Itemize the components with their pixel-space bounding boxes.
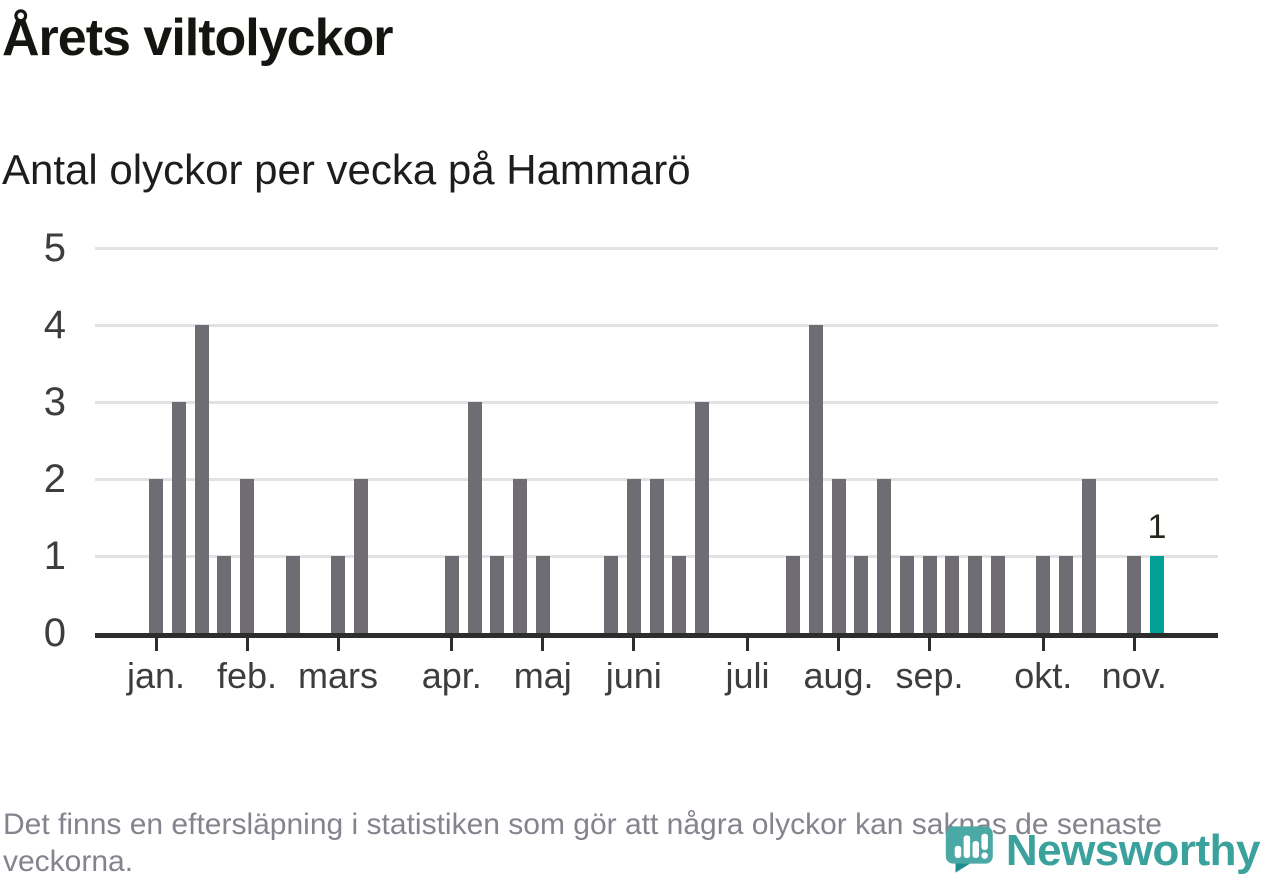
x-axis-label-juli: juli	[725, 655, 770, 696]
x-tick-juni	[632, 637, 636, 651]
x-axis-label-aug: aug.	[803, 655, 874, 696]
x-axis-label-sep: sep.	[895, 655, 964, 696]
bar-week-36	[945, 556, 960, 633]
bar-week-15	[467, 402, 482, 633]
bar-week-22	[626, 479, 641, 633]
bar-week-5	[240, 479, 254, 633]
x-tick-apr	[450, 637, 454, 651]
bar-week-41	[1059, 556, 1073, 633]
bar-week-14	[444, 556, 459, 633]
x-axis-label-maj: maj	[513, 655, 572, 696]
newsworthy-logo-text: Newsworthy	[1005, 826, 1261, 875]
newsworthy-logo[interactable]: Newsworthy	[945, 820, 1261, 879]
x-tick-juli	[746, 637, 749, 651]
x-axis-label-mars: mars	[298, 655, 378, 696]
bar-week-35	[922, 556, 937, 633]
bar-week-24	[672, 556, 687, 633]
bar-week-1	[149, 479, 163, 633]
page-title: Årets viltolyckor	[2, 9, 393, 67]
bar-week-33	[877, 479, 891, 633]
x-axis-label-juni: juni	[605, 655, 662, 696]
y-axis-label-2: 2	[43, 457, 66, 501]
y-axis-label-1: 1	[43, 534, 66, 578]
bar-week-34	[899, 556, 914, 633]
bar-week-2	[171, 402, 186, 633]
bar-week-21	[604, 556, 618, 633]
bar-week-18	[535, 556, 550, 633]
bar-week-31	[831, 479, 846, 633]
bar-week-7	[285, 556, 300, 633]
bar-week-44	[1127, 556, 1142, 633]
bar-week-30	[808, 325, 823, 633]
y-axis-label-5: 5	[43, 226, 66, 270]
bar-week-23	[649, 479, 664, 633]
x-tick-feb	[245, 637, 249, 651]
bar-week-16	[490, 556, 505, 633]
highlight-value-label: 1	[1147, 508, 1167, 546]
bar-week-37	[968, 556, 982, 633]
bar-week-3	[194, 325, 209, 633]
bar-week-42	[1081, 479, 1096, 633]
bar-week-29	[786, 556, 800, 633]
x-tick-jan	[154, 637, 158, 651]
y-axis-label-0: 0	[43, 611, 66, 655]
bar-week-17	[513, 479, 527, 633]
x-axis-label-okt: okt.	[1014, 655, 1073, 696]
bar-week-10	[353, 479, 368, 633]
x-axis-label-jan: jan.	[126, 655, 186, 696]
x-tick-mars	[336, 637, 340, 651]
x-axis-label-feb: feb.	[216, 655, 278, 696]
x-axis-label-apr: apr.	[421, 655, 482, 696]
gridline-y-5	[95, 247, 1218, 250]
x-tick-maj	[541, 637, 545, 651]
newsworthy-logo-icon	[945, 826, 993, 873]
bar-week-32	[854, 556, 869, 633]
y-axis-label-3: 3	[43, 380, 66, 424]
chart-subtitle: Antal olyckor per vecka på Hammarö	[2, 146, 691, 193]
x-tick-aug	[837, 637, 840, 651]
y-axis-label-4: 4	[43, 303, 66, 347]
x-axis-line	[95, 633, 1218, 638]
x-tick-okt	[1041, 637, 1045, 651]
bar-week-45	[1150, 556, 1164, 633]
x-tick-nov	[1132, 637, 1136, 651]
x-tick-sep	[928, 637, 931, 651]
bar-week-9	[331, 556, 345, 633]
gridline-y-3	[95, 401, 1218, 404]
bar-week-40	[1036, 556, 1051, 633]
bar-week-4	[217, 556, 232, 633]
bar-week-38	[990, 556, 1005, 633]
gridline-y-4	[95, 324, 1218, 327]
x-axis-label-nov: nov.	[1101, 655, 1167, 696]
bar-week-25	[695, 402, 709, 633]
